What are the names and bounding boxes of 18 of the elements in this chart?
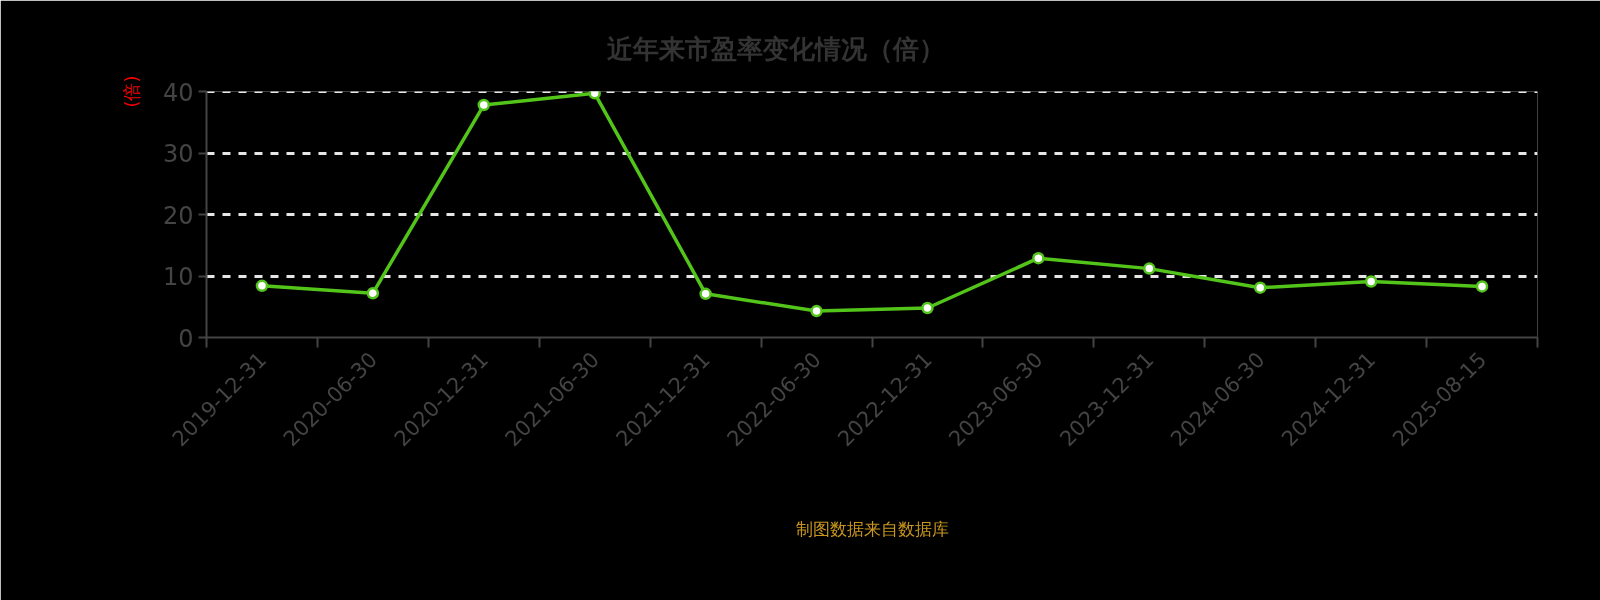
y-tick-label: 30 [162, 140, 194, 168]
point [477, 98, 491, 112]
point [699, 287, 712, 301]
point [1143, 262, 1156, 275]
point [921, 301, 934, 315]
point [1364, 275, 1378, 288]
y-tick-label: 20 [162, 201, 194, 230]
text: 制图数据来自数据库 [795, 518, 949, 539]
point [810, 304, 823, 318]
point [1253, 281, 1267, 294]
y-tick-label: 40 [162, 78, 194, 107]
y-axis-title: (倍) [120, 75, 142, 108]
point [1475, 280, 1489, 293]
point [1032, 251, 1045, 265]
point [366, 286, 380, 300]
point [255, 279, 269, 293]
y-tick-label: 10 [162, 263, 194, 291]
y-tick-label: 0 [178, 324, 194, 353]
